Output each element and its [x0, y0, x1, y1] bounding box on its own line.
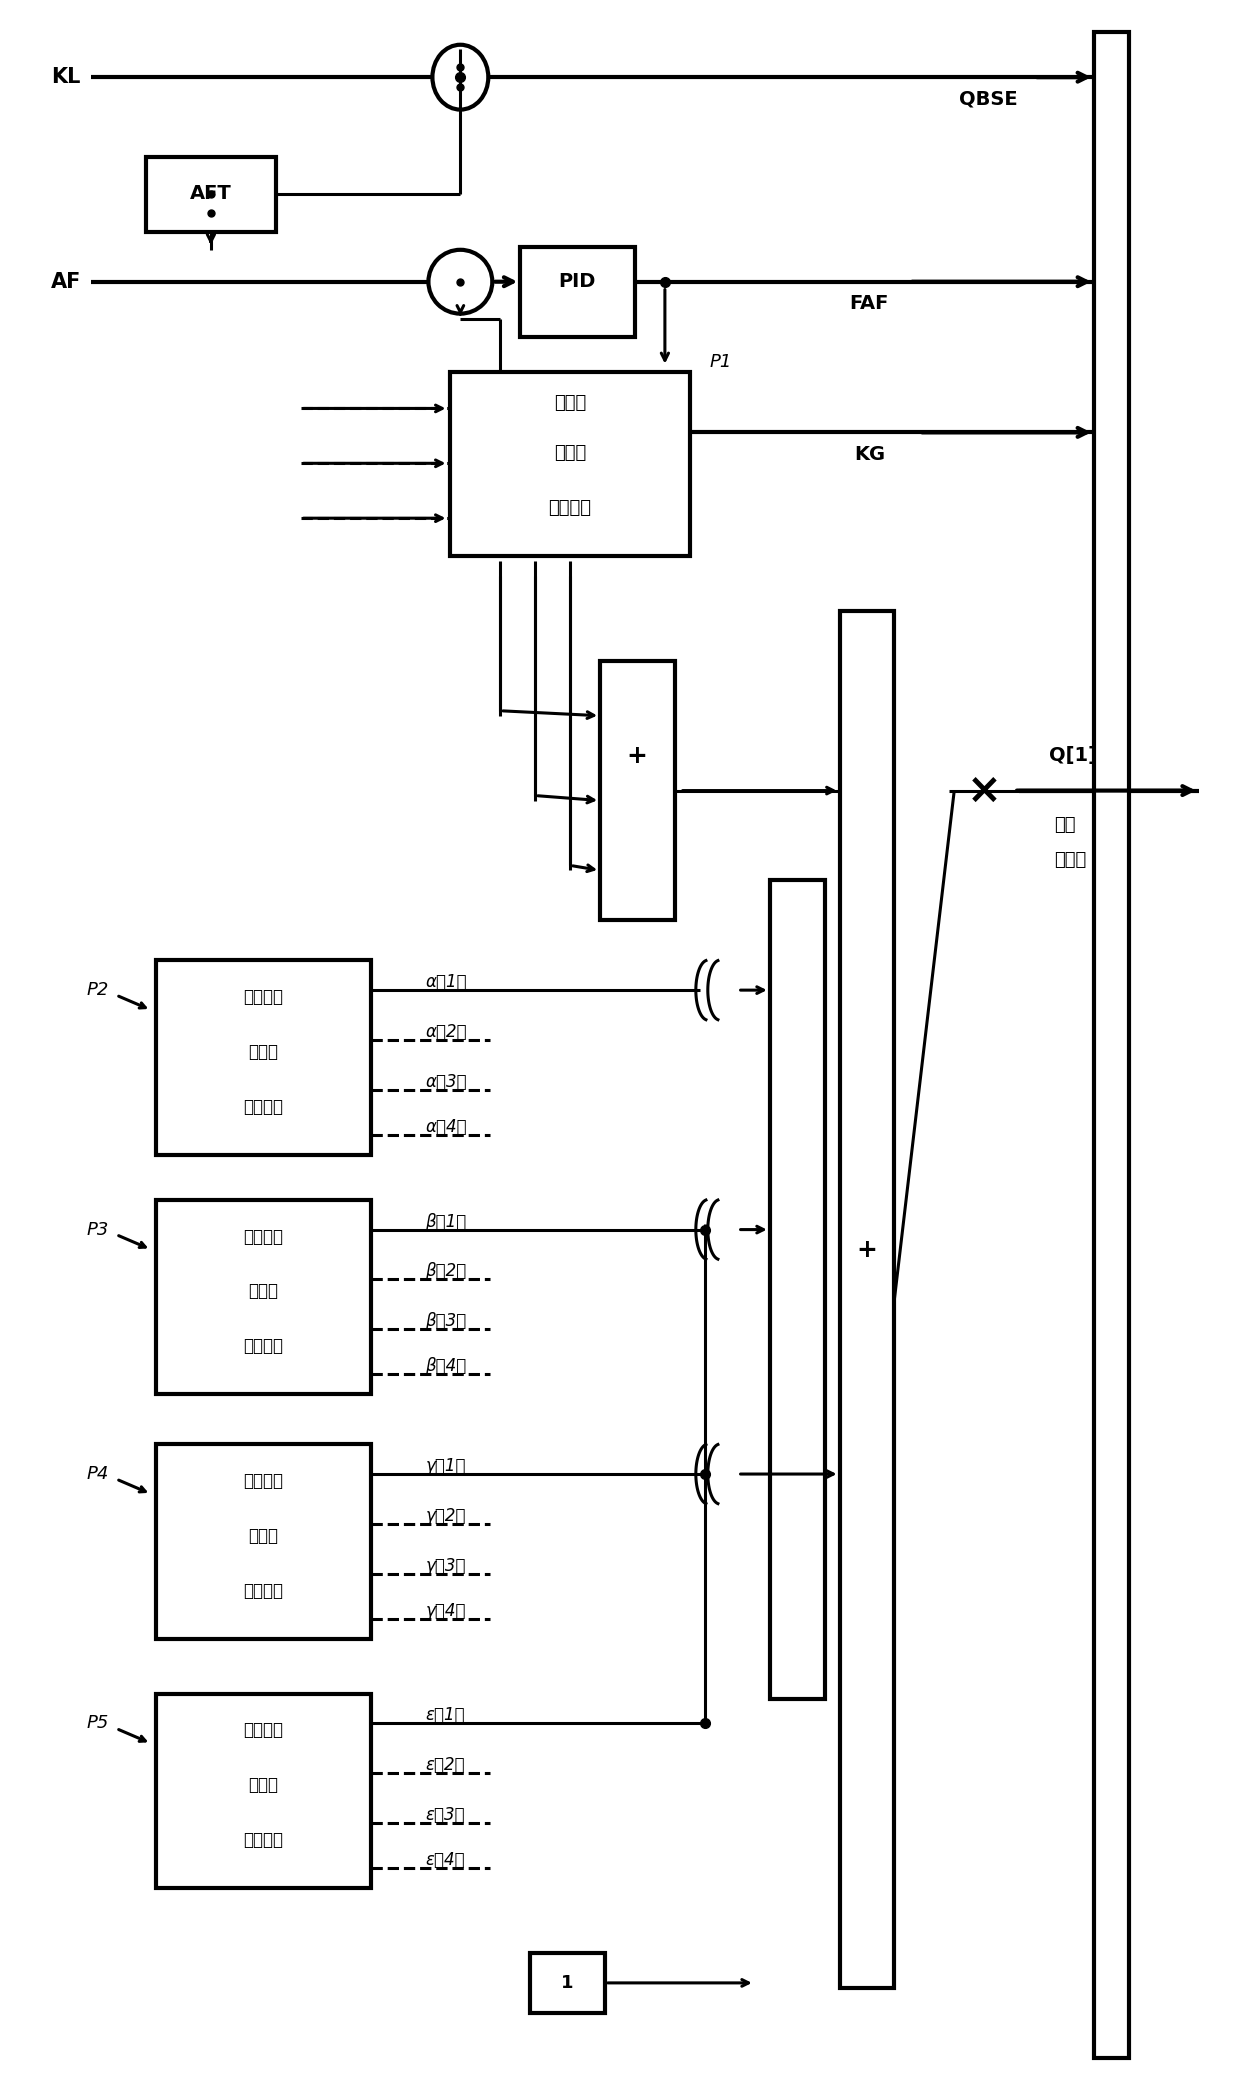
Text: 修正値: 修正値 [248, 1043, 278, 1062]
Text: 学习値: 学习値 [554, 444, 587, 463]
Text: 更新处理: 更新处理 [548, 498, 591, 517]
Text: P4: P4 [87, 1466, 109, 1483]
Text: β［2］: β［2］ [425, 1263, 466, 1282]
Text: ε［3］: ε［3］ [425, 1807, 465, 1824]
Text: 抗动控制: 抗动控制 [243, 1721, 283, 1740]
Text: P5: P5 [87, 1715, 109, 1732]
Text: γ［3］: γ［3］ [425, 1556, 466, 1575]
Bar [156, 1694, 371, 1889]
Text: PID: PID [558, 272, 595, 291]
Text: α［2］: α［2］ [425, 1024, 467, 1041]
Text: ε［1］: ε［1］ [425, 1707, 465, 1725]
Bar [156, 1445, 371, 1640]
Text: 算出处理: 算出处理 [243, 1832, 283, 1849]
Text: 过热防止: 过热防止 [243, 1472, 283, 1491]
Bar [156, 961, 371, 1154]
Text: 燃料: 燃料 [1054, 817, 1075, 836]
Bar [531, 1954, 605, 2012]
Text: QBSE: QBSE [960, 90, 1018, 109]
Text: 修正値: 修正値 [248, 1776, 278, 1795]
Text: β［3］: β［3］ [425, 1313, 466, 1330]
Text: ε［2］: ε［2］ [425, 1757, 465, 1774]
Text: P2: P2 [87, 982, 109, 999]
Text: α［3］: α［3］ [425, 1072, 467, 1091]
Text: β［1］: β［1］ [425, 1212, 466, 1231]
Text: KG: KG [854, 444, 885, 465]
Text: α［1］: α［1］ [425, 974, 467, 990]
Text: +: + [856, 1238, 877, 1261]
Bar [450, 371, 689, 557]
Text: 空燃比: 空燃比 [554, 394, 587, 413]
Text: γ［1］: γ［1］ [425, 1457, 466, 1474]
Bar [770, 879, 825, 1698]
Text: γ［4］: γ［4］ [425, 1602, 466, 1621]
Text: AFT: AFT [190, 184, 232, 203]
Text: 修正値: 修正値 [248, 1527, 278, 1545]
Text: α［4］: α［4］ [425, 1118, 467, 1135]
Text: P1: P1 [709, 352, 732, 371]
Text: β［4］: β［4］ [425, 1357, 466, 1376]
Text: 1: 1 [560, 1975, 573, 1991]
Text: FAF: FAF [849, 293, 889, 314]
Bar [600, 662, 675, 919]
Text: 算出处理: 算出处理 [243, 1581, 283, 1600]
Text: 气体接触: 气体接触 [243, 1227, 283, 1246]
Text: γ［2］: γ［2］ [425, 1508, 466, 1524]
Text: 进气分配: 进气分配 [243, 988, 283, 1005]
Text: 算出处理: 算出处理 [243, 1338, 283, 1355]
Text: KL: KL [51, 67, 81, 88]
Bar [146, 157, 275, 232]
Text: 修正値: 修正値 [248, 1282, 278, 1300]
Text: ×: × [967, 771, 1002, 812]
Text: +: + [626, 743, 647, 768]
Bar [839, 611, 894, 1987]
Bar [521, 247, 635, 337]
Bar [156, 1200, 371, 1395]
Text: ε［4］: ε［4］ [425, 1851, 465, 1870]
Text: P3: P3 [87, 1221, 109, 1238]
Text: 喷射量: 喷射量 [1054, 852, 1086, 869]
Text: AF: AF [51, 272, 82, 291]
Bar [1094, 31, 1128, 2058]
Text: Q[1]: Q[1] [1049, 745, 1097, 764]
Text: 算出处理: 算出处理 [243, 1097, 283, 1116]
